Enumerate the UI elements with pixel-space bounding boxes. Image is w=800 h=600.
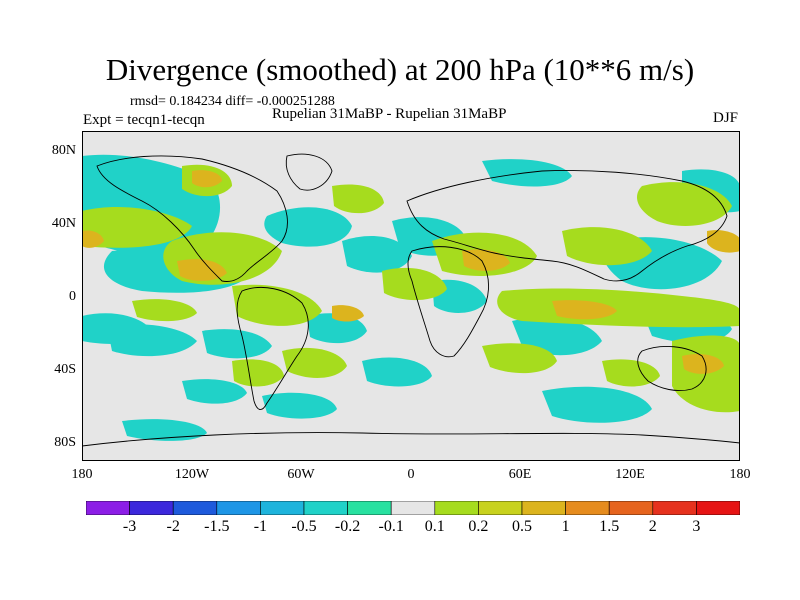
colorbar-swatch-12 — [608, 501, 654, 515]
colorbar — [86, 501, 740, 515]
season-label: DJF — [713, 110, 739, 126]
colorbar-label-12: 2 — [648, 518, 657, 535]
experiment-label: Expt = tecqn1-tecqn — [83, 112, 205, 128]
colorbar-label-9: 0.5 — [512, 518, 532, 535]
lon-label-60e: 60E — [508, 467, 532, 482]
lon-label-0: 0 — [407, 467, 415, 482]
lon-label-180e: 180 — [729, 467, 751, 482]
colorbar-swatch-7 — [390, 501, 436, 515]
lon-label-180w: 180 — [71, 467, 93, 482]
colorbar-label-11: 1.5 — [599, 518, 620, 535]
lat-label-80n: 80N — [51, 143, 76, 158]
colorbar-swatch-0 — [86, 501, 130, 515]
colorbar-label-0: -3 — [122, 518, 137, 535]
lat-label-40s: 40S — [54, 362, 76, 377]
period-label: Rupelian 31MaBP - Rupelian 31MaBP — [272, 106, 507, 122]
stats-line: rmsd= 0.184234 diff= -0.000251288 — [130, 94, 335, 109]
colorbar-swatch-13 — [652, 501, 697, 515]
colorbar-swatch-5 — [303, 501, 348, 515]
colorbar-swatch-9 — [478, 501, 523, 515]
colorbar-label-10: 1 — [561, 518, 570, 535]
divergence-field — [82, 154, 740, 441]
colorbar-swatch-4 — [260, 501, 305, 515]
colorbar-swatch-6 — [347, 501, 392, 515]
lon-label-120w: 120W — [174, 467, 210, 482]
divergence-map — [82, 131, 740, 461]
lat-label-40n: 40N — [51, 216, 76, 231]
chart-title: Divergence (smoothed) at 200 hPa (10**6 … — [105, 52, 695, 87]
continent-outlines — [82, 153, 740, 447]
colorbar-label-5: -0.2 — [334, 518, 361, 535]
lat-label-80s: 80S — [54, 435, 76, 450]
map-frame — [82, 131, 740, 461]
lon-label-120e: 120E — [615, 467, 645, 482]
colorbar-label-4: -0.5 — [291, 518, 317, 535]
colorbar-label-13: 3 — [692, 518, 701, 535]
colorbar-label-8: 0.2 — [468, 518, 489, 535]
colorbar-swatch-11 — [565, 501, 610, 515]
lon-label-60w: 60W — [287, 467, 315, 482]
colorbar-label-1: -2 — [166, 518, 180, 535]
colorbar-label-7: 0.1 — [424, 518, 445, 535]
colorbar-label-6: -0.1 — [378, 518, 404, 535]
colorbar-swatch-3 — [216, 501, 261, 515]
colorbar-label-2: -1.5 — [204, 518, 230, 535]
colorbar-swatch-14 — [696, 501, 740, 515]
colorbar-swatch-1 — [129, 501, 174, 515]
colorbar-label-3: -1 — [253, 518, 268, 535]
colorbar-swatch-8 — [434, 501, 479, 515]
colorbar-swatch-2 — [172, 501, 218, 515]
lat-label-0: 0 — [69, 289, 76, 304]
colorbar-swatch-10 — [521, 501, 566, 515]
